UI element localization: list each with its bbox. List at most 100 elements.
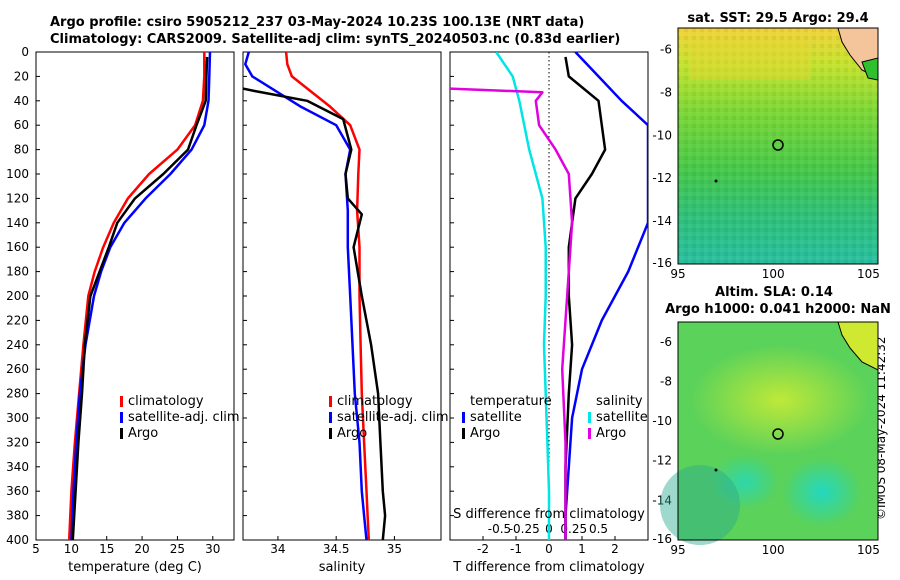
sst-small-island: [714, 179, 718, 183]
salinity-legend-label: satellite-adj. clim: [337, 410, 449, 425]
depth-tick-label: 180: [6, 265, 29, 279]
depth-tick-label: 320: [6, 435, 29, 449]
sst-ytick-label: -6: [660, 42, 672, 56]
d-x2tick-label: 0.25: [560, 522, 587, 536]
depth-tick-label: 160: [6, 240, 29, 254]
sst-ytick-label: -8: [660, 85, 672, 99]
sla-small-island: [714, 468, 718, 472]
depth-tick-label: 400: [6, 533, 29, 547]
t-xtick-label: 5: [32, 542, 40, 556]
depth-tick-label: 0: [21, 45, 29, 59]
series-s-argo: [450, 87, 574, 540]
d-xtick-label: 2: [611, 542, 619, 556]
sla-low-southwest: [660, 465, 740, 545]
depth-tick-label: 100: [6, 167, 29, 181]
series-satellite-adj-clim: [70, 52, 212, 540]
series-t-satellite: [564, 52, 648, 540]
d-xtick-label: -1: [510, 542, 522, 556]
sla-argo-marker: [772, 428, 784, 440]
salinity-legend-swatch: [329, 396, 332, 407]
sla-ytick-label: -6: [660, 335, 672, 349]
sst-xtick-label: 95: [670, 267, 685, 281]
depth-tick-label: 20: [14, 69, 29, 83]
temperature-legend-swatch: [120, 396, 123, 407]
series-argo: [243, 87, 387, 540]
sla-eddy-west: [710, 454, 780, 510]
salinity-legend-label: climatology: [337, 394, 413, 409]
sla-ytick-label: -8: [660, 374, 672, 388]
t-xtick-label: 30: [205, 542, 220, 556]
sla-map-subtitle: Argo h1000: 0.041 h2000: NaN: [665, 302, 891, 317]
sla-eddy-east: [782, 457, 862, 527]
salinity-legend-label: Argo: [337, 426, 367, 441]
sla-ytick-label: -10: [652, 414, 672, 428]
d-xtick-label: 1: [578, 542, 586, 556]
difference-s-legend-label: Argo: [596, 426, 626, 441]
difference-legend-title-salinity: salinity: [596, 394, 643, 409]
depth-tick-label: 40: [14, 94, 29, 108]
s-xtick-label: 35: [387, 542, 402, 556]
difference-s-legend-swatch: [588, 428, 591, 439]
depth-tick-label: 360: [6, 484, 29, 498]
series-argo: [71, 56, 209, 540]
d-xtick-label: 0: [545, 542, 553, 556]
series-s-satellite: [495, 52, 551, 540]
sla-map: [660, 321, 879, 545]
t-xtick-label: 20: [134, 542, 149, 556]
depth-tick-label: 120: [6, 191, 29, 205]
sst-ytick-label: -16: [652, 256, 672, 270]
difference-s-legend-swatch: [588, 412, 591, 423]
depth-tick-label: 380: [6, 509, 29, 523]
temperature-legend-label: satellite-adj. clim: [128, 410, 240, 425]
d-x2tick-label: -0.25: [509, 522, 540, 536]
temperature-legend-label: Argo: [128, 426, 158, 441]
sst-warm-patch: [690, 40, 810, 80]
sst-field-texture: [678, 28, 878, 264]
salinity-legend-swatch: [329, 428, 332, 439]
sst-map-frame: [677, 27, 879, 265]
difference-t-legend-swatch: [462, 412, 465, 423]
d-x2tick-label: -0.5: [488, 522, 511, 536]
sst-argo-marker: [772, 139, 784, 151]
sla-xtick-label: 100: [762, 543, 785, 557]
t-xtick-label: 10: [64, 542, 79, 556]
sla-ytick-label: -12: [652, 454, 672, 468]
sst-ytick-label: -12: [652, 171, 672, 185]
sst-map: [677, 27, 879, 265]
temperature-legend-label: climatology: [128, 394, 204, 409]
sla-map-title: Altim. SLA: 0.14: [715, 285, 833, 300]
s-xtick-label: 34.5: [323, 542, 350, 556]
difference-legend-title-temperature: temperature: [470, 394, 552, 409]
salinity-legend-swatch: [329, 412, 332, 423]
s-xtick-label: 34: [270, 542, 285, 556]
t-xtick-label: 15: [99, 542, 114, 556]
salinity-xlabel: salinity: [319, 560, 366, 575]
sst-map-title: sat. SST: 29.5 Argo: 29.4: [687, 11, 868, 26]
sla-xtick-label: 95: [670, 543, 685, 557]
series-satellite-adj-clim: [244, 52, 368, 540]
difference-t-legend-label: Argo: [470, 426, 500, 441]
salinity-axes-frame: [242, 51, 442, 541]
difference-t-legend-swatch: [462, 428, 465, 439]
depth-tick-label: 80: [14, 143, 29, 157]
figure-title-line1: Argo profile: csiro 5905212_237 03-May-2…: [50, 15, 585, 30]
depth-tick-label: 260: [6, 362, 29, 376]
series-t-argo: [564, 56, 607, 540]
difference-t-legend-label: satellite: [470, 410, 522, 425]
sst-xtick-label: 105: [857, 267, 880, 281]
series-climatology: [284, 52, 371, 540]
temperature-legend-swatch: [120, 428, 123, 439]
sla-ytick-label: -16: [652, 532, 672, 546]
sla-high-anomaly: [690, 345, 870, 455]
sst-xtick-label: 100: [762, 267, 785, 281]
depth-tick-label: 220: [6, 313, 29, 327]
depth-tick-label: 240: [6, 338, 29, 352]
difference-s-legend-label: satellite: [596, 410, 648, 425]
sla-xtick-label: 105: [857, 543, 880, 557]
d-x2tick-label: 0.5: [589, 522, 608, 536]
t-xtick-label: 25: [170, 542, 185, 556]
difference-xlabel: T difference from climatology: [452, 560, 645, 575]
depth-tick-label: 340: [6, 460, 29, 474]
temperature-xlabel: temperature (deg C): [68, 560, 202, 575]
